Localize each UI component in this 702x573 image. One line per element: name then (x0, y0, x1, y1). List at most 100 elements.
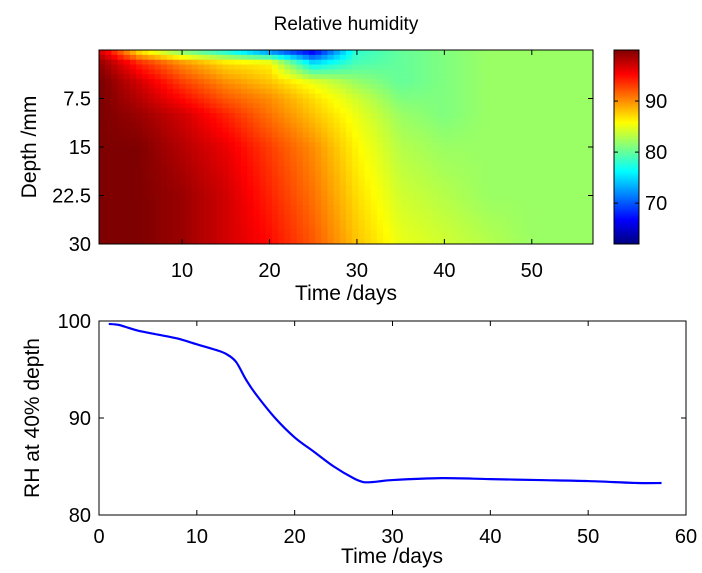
heatmap-cell (358, 239, 366, 244)
heatmap-cell (500, 127, 508, 134)
heatmap-cell (500, 161, 508, 168)
heatmap-cell (173, 74, 181, 80)
heatmap-cell (191, 79, 199, 85)
heatmap-cell (197, 180, 205, 187)
heatmap-cell (395, 74, 403, 80)
heatmap-cell (562, 122, 570, 129)
heatmap-cell (99, 210, 106, 216)
heatmap-cell (586, 195, 593, 202)
heatmap-cell (500, 224, 508, 231)
heatmap-cell (370, 195, 378, 202)
heatmap-cell (475, 161, 483, 168)
heatmap-cell (358, 147, 366, 153)
heatmap-cell (574, 64, 582, 71)
heatmap-cell (185, 74, 193, 80)
heatmap-cell (173, 142, 181, 148)
heatmap-cell (420, 234, 428, 240)
heatmap-cell (568, 195, 576, 202)
heatmap-cell (574, 180, 582, 187)
heatmap-cell (154, 195, 162, 202)
heatmap-cell (234, 117, 242, 124)
heatmap-cell (364, 79, 372, 85)
heatmap-cell (148, 210, 156, 216)
heatmap-cell (389, 166, 397, 173)
heatmap-cell (197, 205, 205, 211)
heatmap-cell (364, 185, 372, 192)
heatmap-cell (129, 127, 137, 134)
heatmap-cell (148, 200, 156, 206)
heatmap-cell (284, 180, 292, 187)
heatmap-cell (580, 98, 588, 105)
heatmap-cell (333, 127, 341, 134)
heatmap-cell (197, 176, 205, 182)
heatmap-cell (481, 108, 489, 114)
heatmap-cell (580, 142, 588, 148)
heatmap-cell (154, 166, 162, 173)
heatmap-cell (278, 171, 286, 177)
heatmap-cell (142, 137, 150, 143)
heatmap-cell (543, 234, 551, 240)
heatmap-cell (315, 113, 323, 119)
heatmap-cell (537, 171, 545, 177)
heatmap-cell (148, 83, 156, 90)
heatmap-cell (284, 117, 292, 124)
heatmap-cell (469, 180, 477, 187)
heatmap-cell (105, 117, 113, 124)
heatmap-cell (111, 98, 119, 105)
heatmap-cell (234, 142, 242, 148)
heatmap-cell (574, 50, 582, 56)
heatmap-cell (537, 234, 545, 240)
heatmap-cell (253, 93, 261, 100)
heatmap-cell (327, 224, 335, 231)
heatmap-cell (302, 180, 310, 187)
heatmap-cell (302, 185, 310, 192)
heatmap-cell (136, 176, 144, 182)
heatmap-cell (518, 166, 526, 173)
heatmap-cell (376, 98, 384, 105)
heatmap-cell (210, 142, 218, 148)
heatmap-cell (154, 88, 162, 95)
heatmap-cell (210, 137, 218, 143)
heatmap-cell (450, 229, 458, 236)
heatmap-cell (352, 190, 360, 197)
heatmap-cell (457, 74, 465, 80)
heatmap-cell (136, 142, 144, 148)
heatmap-cell (166, 219, 174, 226)
heatmap-cell (352, 83, 360, 90)
heatmap-cell (531, 234, 539, 240)
heatmap-cell (549, 190, 557, 197)
heatmap-cell (488, 50, 495, 56)
heatmap-cell (148, 147, 156, 153)
heatmap-cell (99, 74, 106, 80)
heatmap-cell (302, 74, 310, 80)
heatmap-cell (327, 234, 335, 240)
heatmap-cell (259, 117, 267, 124)
heatmap-cell (111, 180, 119, 187)
heatmap-cell (531, 171, 539, 177)
heatmap-cell (568, 171, 576, 177)
heatmap-cell (99, 59, 106, 66)
heatmap-cell (457, 122, 465, 129)
heatmap-cell (315, 108, 323, 114)
heatmap-cell (469, 50, 477, 56)
heatmap-cell (574, 88, 582, 95)
heatmap-cell (420, 151, 428, 158)
heatmap-cell (475, 239, 483, 244)
heatmap-cell (426, 239, 434, 244)
heatmap-cell (543, 190, 551, 197)
heatmap-cell (383, 93, 391, 100)
heatmap-cell (253, 239, 261, 244)
heatmap-cell (494, 180, 502, 187)
heatmap-cell (512, 239, 520, 244)
heatmap-cell (426, 108, 434, 114)
heatmap-cell (438, 142, 446, 148)
heatmap-cell (512, 195, 520, 202)
heatmap-y-tick-label: 22.5 (52, 186, 91, 208)
heatmap-cell (228, 156, 236, 163)
heatmap-cell (531, 195, 539, 202)
heatmap-cell (562, 64, 570, 71)
heatmap-cell (333, 171, 341, 177)
heatmap-cell (228, 113, 236, 119)
heatmap-cell (562, 195, 570, 202)
heatmap-cell (537, 195, 545, 202)
